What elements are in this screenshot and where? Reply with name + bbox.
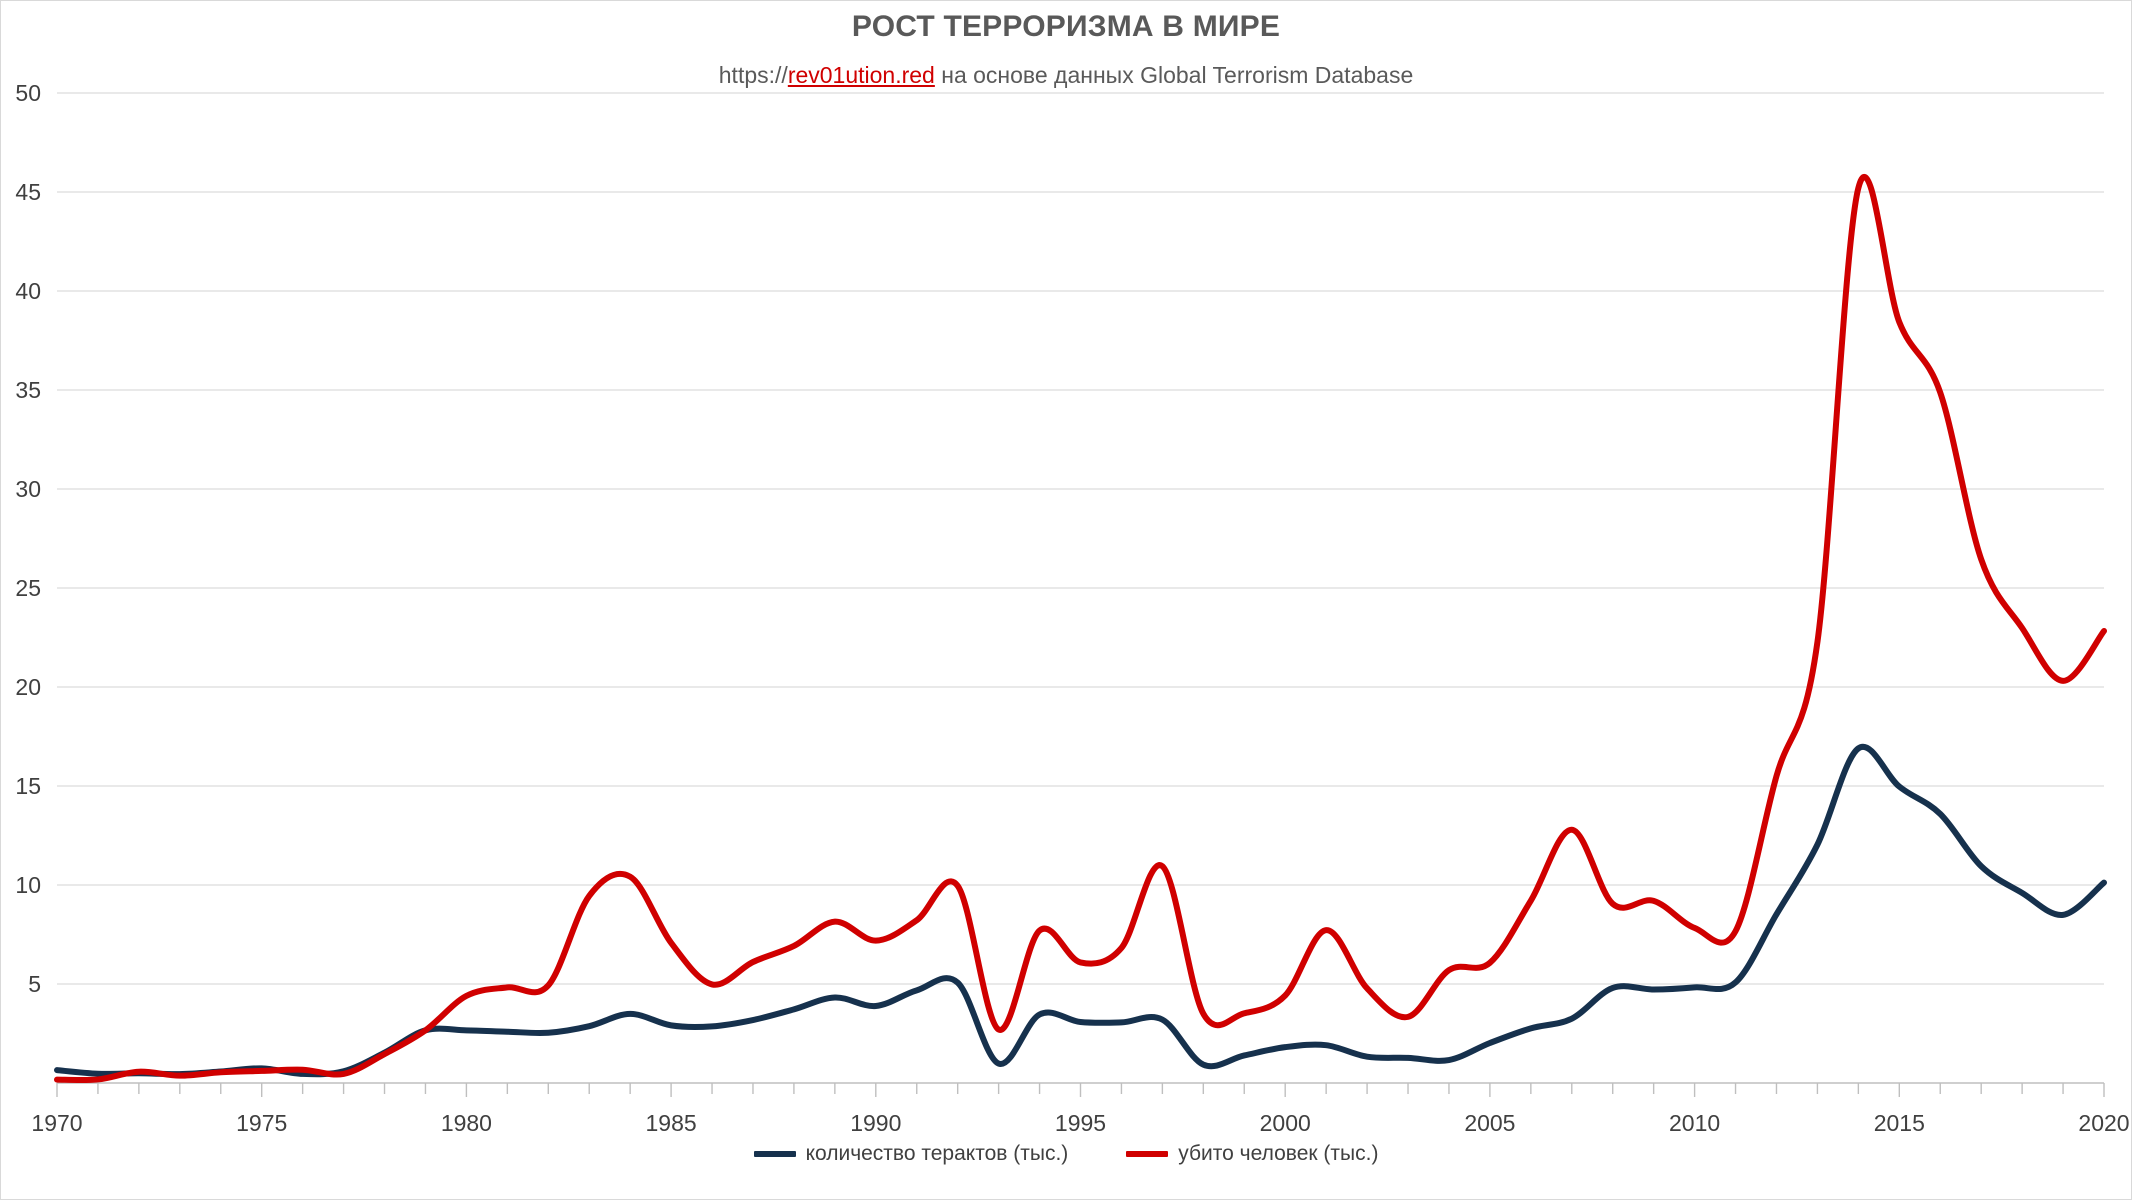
x-axis-tick-label: 1970: [31, 1110, 82, 1136]
legend-item-attacks[interactable]: количество терактов (тыс.): [753, 1142, 1069, 1166]
y-axis-tick-label: 50: [15, 80, 41, 106]
y-axis-tick-label: 45: [15, 179, 41, 205]
subtitle-suffix: на основе данных Global Terrorism Databa…: [934, 62, 1414, 88]
legend-swatch-attacks: [753, 1151, 796, 1157]
x-axis-tick-label: 2000: [1260, 1110, 1311, 1136]
y-axis-tick-label: 5: [28, 971, 41, 997]
x-axis-tick-label: 2005: [1464, 1110, 1515, 1136]
series-line-killed: [54, 174, 2107, 1084]
x-axis-tick-label: 1990: [850, 1110, 901, 1136]
x-axis-tick-label: 1995: [1055, 1110, 1106, 1136]
y-axis-tick-label: 10: [15, 872, 41, 898]
x-axis-tick-label: 2020: [2078, 1110, 2129, 1136]
x-axis-tick-label: 1985: [646, 1110, 697, 1136]
legend-label-killed: убито человек (тыс.): [1178, 1142, 1379, 1165]
x-axis-tick-label: 1980: [441, 1110, 492, 1136]
subtitle-prefix: https://: [718, 62, 788, 88]
y-axis-tick-label: 30: [15, 476, 41, 502]
x-axis-tick-label: 1975: [236, 1110, 287, 1136]
y-axis-tick-label: 35: [15, 377, 41, 403]
y-axis-tick-label: 15: [15, 773, 41, 799]
legend-label-attacks: количество терактов (тыс.): [805, 1142, 1069, 1165]
y-axis-tick-label: 40: [15, 278, 41, 304]
y-axis-tick-label: 20: [15, 674, 41, 700]
legend-item-killed[interactable]: убито человек (тыс.): [1126, 1142, 1378, 1166]
y-axis-tick-label: 25: [15, 575, 41, 601]
series-line-attacks: [54, 743, 2107, 1078]
source-link[interactable]: rev01ution.red: [787, 62, 935, 88]
chart-legend: количество терактов (тыс.) убито человек…: [0, 1142, 2132, 1166]
chart-subtitle: https://rev01ution.red на основе данных …: [0, 62, 2132, 89]
legend-swatch-killed: [1126, 1151, 1169, 1157]
x-axis-tick-label: 2010: [1669, 1110, 1720, 1136]
chart-title: РОСТ ТЕРРОРИЗМА В МИРЕ: [851, 10, 1281, 43]
x-axis-tick-label: 2015: [1874, 1110, 1925, 1136]
